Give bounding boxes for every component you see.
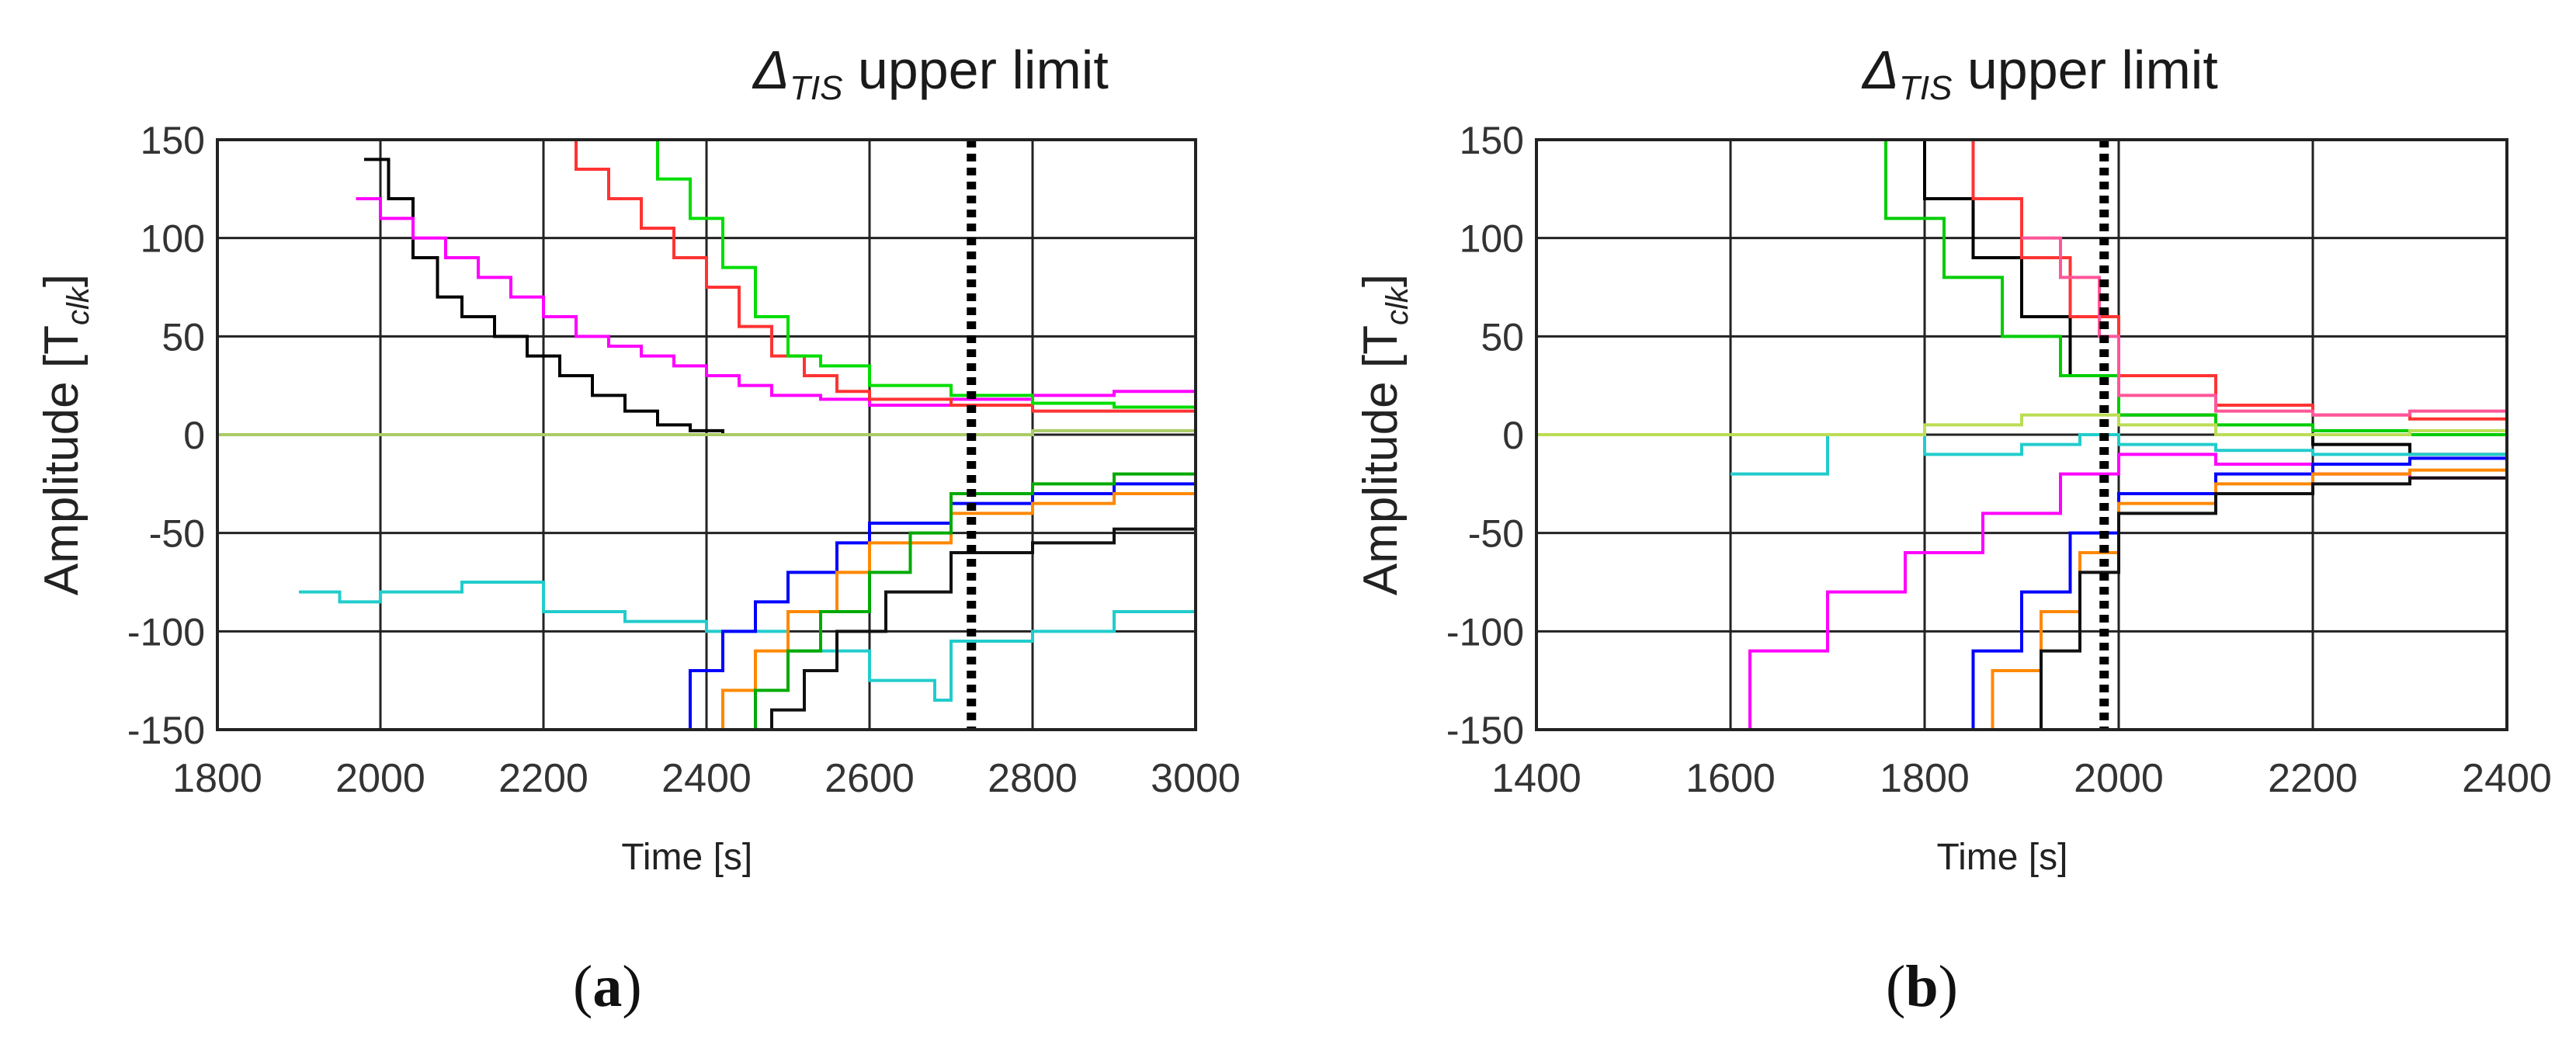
series-line-3 bbox=[543, 140, 1196, 413]
x-tick-label: 2000 bbox=[335, 756, 425, 801]
y-tick-label: -50 bbox=[1468, 512, 1524, 556]
limit-text: upper limit bbox=[1967, 40, 2218, 100]
series-line-2 bbox=[356, 197, 1196, 407]
limit-subscript: TIS bbox=[1898, 69, 1953, 107]
y-tick-label: 150 bbox=[141, 119, 205, 162]
y-tick-label: -150 bbox=[1446, 709, 1524, 752]
x-tick-label: 1600 bbox=[1686, 756, 1776, 801]
series-line-9 bbox=[2002, 473, 2507, 730]
y-tick-label: -100 bbox=[1446, 610, 1524, 654]
x-axis-label: Time [s] bbox=[621, 837, 752, 878]
series-group bbox=[1536, 140, 2507, 730]
series-line-10 bbox=[217, 425, 1196, 436]
panel-label-b: (b) bbox=[1886, 954, 1958, 1019]
x-tick-label: 1400 bbox=[1491, 756, 1581, 801]
series-line-8 bbox=[723, 470, 1196, 730]
limit-symbol: Δ bbox=[1863, 40, 1899, 100]
series-line-6 bbox=[658, 473, 1196, 730]
panel-b: ΔTIS upper limit 150 100 50 0 -50 -100 -150 140… bbox=[1288, 0, 2576, 1051]
y-tick-label: 50 bbox=[1481, 315, 1524, 359]
x-tick-label: 1800 bbox=[172, 756, 262, 801]
y-axis-label: Amplitude [Tclk] bbox=[1354, 274, 1415, 595]
y-tick-label: -100 bbox=[127, 610, 205, 654]
x-tick-label: 2200 bbox=[498, 756, 588, 801]
series-line-8 bbox=[1536, 413, 2507, 436]
limit-text: upper limit bbox=[857, 40, 1109, 100]
y-tick-label: -150 bbox=[127, 709, 205, 752]
y-tick-label: -50 bbox=[149, 512, 205, 556]
limit-annotation-a: ΔTIS upper limit bbox=[753, 39, 1109, 108]
plot-frame bbox=[1535, 138, 2508, 731]
plot-frame bbox=[216, 138, 1197, 731]
series-line-9 bbox=[739, 517, 1196, 730]
x-tick-label: 3000 bbox=[1151, 756, 1241, 801]
y-tick-label: 100 bbox=[1460, 217, 1524, 261]
y-tick-label: 50 bbox=[161, 315, 205, 359]
x-tick-label: 2200 bbox=[2268, 756, 2358, 801]
series-group bbox=[217, 140, 1196, 730]
limit-symbol: Δ bbox=[753, 40, 790, 100]
y-tick-label: 150 bbox=[1460, 119, 1524, 162]
series-line-1 bbox=[364, 158, 724, 435]
series-line-3 bbox=[1828, 140, 2507, 436]
panel-a: ΔTIS upper limit 150 100 50 0 -50 -100 -150 180… bbox=[35, 39, 1241, 1019]
y-tick-label: 100 bbox=[141, 217, 205, 261]
x-tick-label: 2400 bbox=[661, 756, 752, 801]
series-line-10 bbox=[2022, 236, 2507, 417]
series-line-4 bbox=[625, 140, 1196, 411]
x-axis-label: Time [s] bbox=[1937, 837, 2068, 878]
series-line-6 bbox=[1944, 466, 2507, 730]
series-line-5 bbox=[1925, 454, 2507, 730]
x-tick-label: 2400 bbox=[2462, 756, 2552, 801]
y-axis-label: Amplitude [Tclk] bbox=[35, 274, 95, 595]
y-tick-label: 0 bbox=[1502, 414, 1524, 457]
panel-label-a: (a) bbox=[573, 954, 642, 1019]
x-tick-label: 2800 bbox=[988, 756, 1078, 801]
limit-annotation-b: ΔTIS upper limit bbox=[1863, 39, 2218, 108]
y-tick-label: 0 bbox=[183, 414, 205, 457]
x-tick-label: 2000 bbox=[2074, 756, 2164, 801]
limit-subscript: TIS bbox=[789, 69, 843, 107]
x-tick-label: 1800 bbox=[1880, 756, 1970, 801]
x-tick-label: 2600 bbox=[825, 756, 915, 801]
